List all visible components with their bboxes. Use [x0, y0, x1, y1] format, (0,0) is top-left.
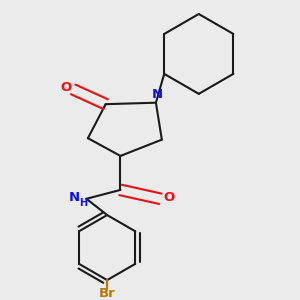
Text: N: N: [69, 191, 80, 204]
Text: O: O: [163, 191, 174, 204]
Text: H: H: [79, 198, 88, 208]
Text: O: O: [60, 81, 71, 94]
Text: N: N: [152, 88, 163, 101]
Text: Br: Br: [99, 287, 116, 300]
